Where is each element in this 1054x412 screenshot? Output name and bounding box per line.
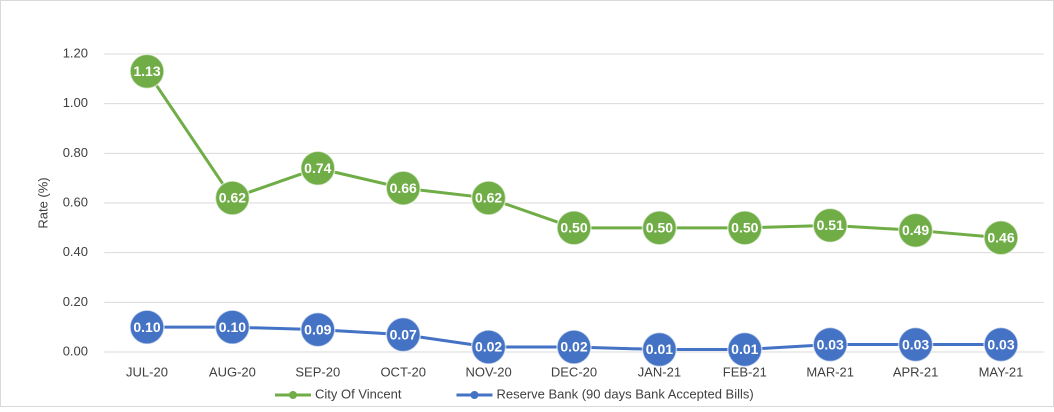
y-axis-label: Rate (%) — [35, 177, 50, 228]
data-label: 0.10 — [133, 319, 160, 335]
data-label: 0.50 — [560, 220, 587, 236]
marker — [214, 309, 251, 345]
marker — [727, 210, 763, 246]
marker — [727, 331, 763, 368]
data-label: 0.51 — [817, 217, 844, 233]
data-label: 0.03 — [987, 336, 1014, 352]
data-label: 0.49 — [902, 222, 929, 238]
legend-marker — [289, 391, 297, 399]
x-tick-label: JAN-21 — [638, 364, 681, 379]
marker — [983, 220, 1019, 256]
data-label: 0.50 — [646, 220, 673, 236]
marker — [129, 309, 165, 345]
marker — [983, 326, 1019, 363]
data-label: 0.62 — [219, 190, 246, 206]
marker — [300, 150, 336, 186]
x-tick-label: FEB-21 — [723, 364, 767, 379]
marker — [812, 207, 848, 244]
x-tick-label: OCT-20 — [380, 364, 426, 379]
x-tick-label: APR-21 — [893, 364, 939, 379]
data-label: 0.09 — [304, 321, 331, 337]
x-tick-label: NOV-20 — [465, 364, 511, 379]
marker — [385, 316, 421, 353]
legend-label: Reserve Bank (90 days Bank Accepted Bill… — [496, 386, 753, 401]
data-label: 0.74 — [304, 160, 331, 176]
data-label: 0.01 — [646, 341, 673, 357]
marker — [556, 210, 592, 246]
y-tick-label: 0.20 — [63, 294, 88, 309]
data-label: 0.02 — [560, 339, 587, 355]
marker — [897, 212, 934, 249]
data-label: 0.46 — [987, 229, 1014, 245]
marker — [556, 329, 592, 365]
data-label: 0.03 — [817, 336, 844, 352]
marker — [385, 170, 421, 206]
data-label: 0.02 — [475, 339, 502, 355]
y-tick-label: 0.60 — [63, 194, 88, 209]
y-tick-label: 0.40 — [63, 244, 88, 259]
x-tick-label: MAY-21 — [979, 364, 1024, 379]
data-label: 0.10 — [219, 319, 246, 335]
data-label: 0.62 — [475, 190, 502, 206]
marker — [470, 180, 507, 216]
data-label: 1.13 — [133, 63, 160, 79]
data-label: 0.01 — [731, 341, 758, 357]
marker — [300, 311, 336, 348]
marker — [897, 326, 934, 363]
x-tick-label: JUL-20 — [126, 364, 168, 379]
x-tick-label: DEC-20 — [551, 364, 597, 379]
marker — [129, 53, 165, 90]
data-label: 0.07 — [390, 326, 417, 342]
marker — [812, 326, 848, 363]
y-tick-label: 1.20 — [63, 45, 88, 60]
x-tick-label: AUG-20 — [209, 364, 256, 379]
y-tick-label: 0.80 — [63, 145, 88, 160]
data-label: 0.50 — [731, 220, 758, 236]
y-tick-label: 1.00 — [63, 95, 88, 110]
x-tick-label: MAR-21 — [806, 364, 854, 379]
y-tick-label: 0.00 — [63, 343, 88, 358]
marker — [214, 180, 251, 216]
marker — [641, 331, 678, 368]
marker — [470, 329, 507, 365]
data-label: 0.66 — [390, 180, 417, 196]
marker — [641, 210, 678, 246]
legend-marker — [470, 391, 479, 399]
x-tick-label: SEP-20 — [295, 364, 340, 379]
data-label: 0.03 — [902, 336, 929, 352]
legend-label: City Of Vincent — [315, 386, 402, 401]
